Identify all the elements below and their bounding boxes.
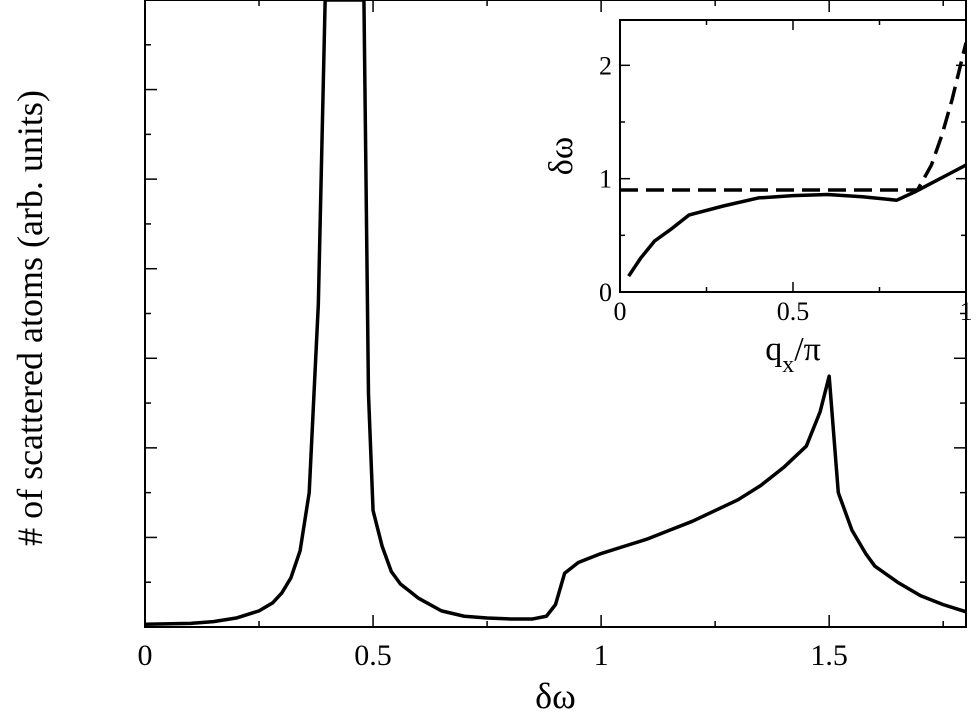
- inset-y-tick-label: 0: [599, 278, 612, 307]
- inset-x-axis-label-main: q: [765, 331, 782, 368]
- main-x-tick-label: 0.5: [354, 639, 392, 672]
- inset-x-tick-label: 1: [960, 297, 973, 326]
- main-plot: 0 0.5 1 1.5 δω # of scattered atoms (arb. uni…: [10, 0, 967, 716]
- main-x-axis-label: δω: [535, 676, 576, 716]
- inset-x-tick-label: 0.5: [777, 297, 810, 326]
- inset-y-tick-label: 1: [599, 165, 612, 194]
- inset-x-axis-label-suffix: /π: [794, 331, 821, 368]
- inset-x-axis-label-subscript: x: [782, 352, 794, 378]
- inset-background: [620, 20, 966, 292]
- main-x-tick-label: 0: [138, 639, 153, 672]
- main-y-axis-label: # of scattered atoms (arb. units): [10, 90, 50, 546]
- inset-series-1-line: [620, 42, 966, 192]
- inset-y-axis-label: δω: [543, 137, 580, 175]
- inset-y-tick-label: 2: [599, 51, 612, 80]
- main-series-0-line: [145, 0, 966, 627]
- main-x-tick-label: 1.5: [810, 639, 848, 672]
- inset-x-axis-label: qx/π: [765, 331, 821, 378]
- inset-plot: 0 0.5 1 0 1 2 qx/π δω: [543, 19, 973, 378]
- inset-x-tick-label: 0: [614, 297, 627, 326]
- inset-series-0-line: [627, 163, 966, 278]
- main-x-tick-label: 1: [594, 639, 609, 672]
